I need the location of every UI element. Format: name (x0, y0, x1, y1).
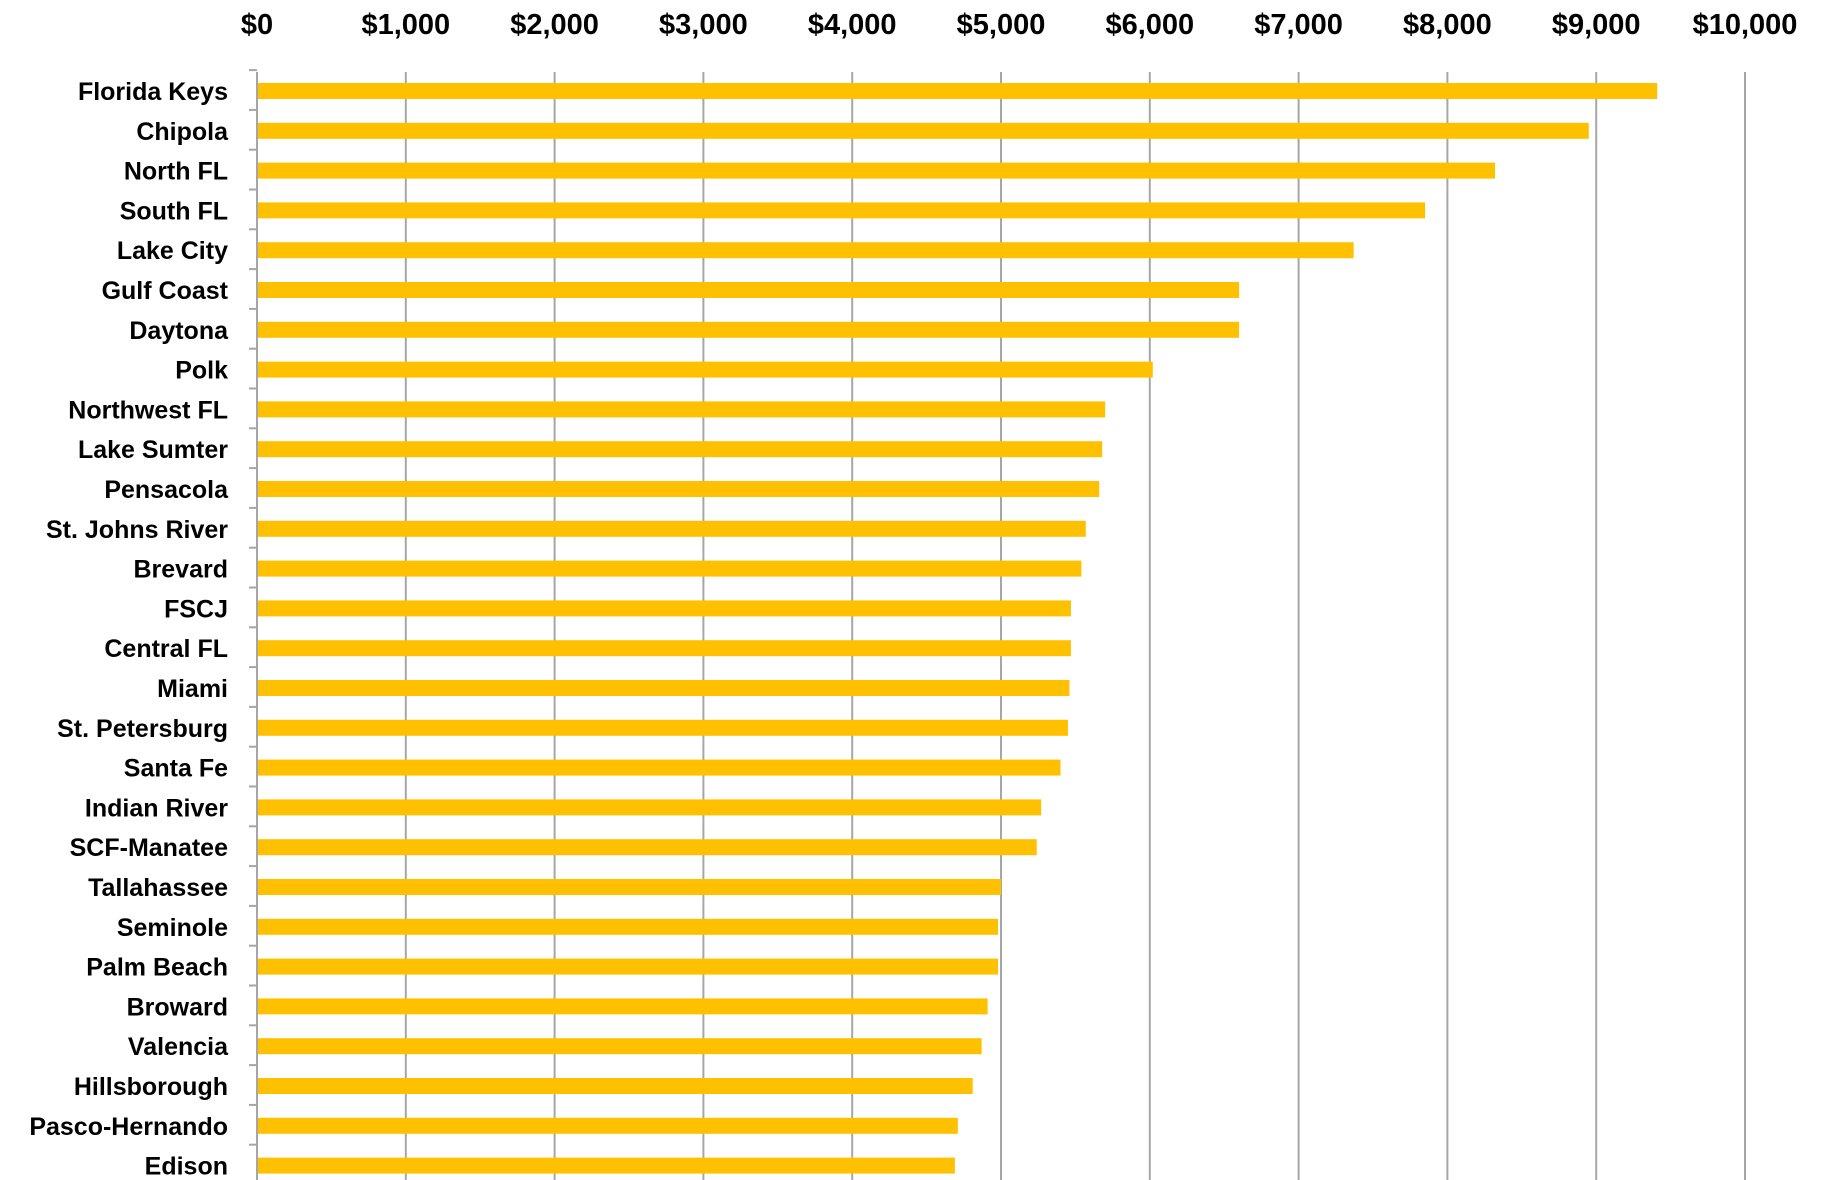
bar (258, 1038, 982, 1055)
category-label: SCF-Manatee (70, 834, 228, 862)
category-label: Santa Fe (124, 755, 228, 783)
x-tick-label: $7,000 (1254, 9, 1343, 41)
bar (258, 202, 1426, 219)
category-label: Central FL (104, 635, 228, 663)
category-label: St. Petersburg (57, 715, 228, 743)
bar (258, 83, 1658, 99)
x-tick-label: $5,000 (957, 9, 1046, 41)
category-label: Edison (145, 1153, 228, 1180)
bar (258, 361, 1153, 378)
category-label: Valencia (128, 1033, 229, 1061)
category-label: North FL (124, 158, 228, 186)
x-tick-labels: $0 $1,000 $2,000 $3,000 $4,000 $5,000 $6,000 $7… (241, 9, 1798, 41)
axes (249, 69, 258, 1180)
category-labels: Florida Keys Chipola North FL South FL Lake … (29, 78, 229, 1180)
bar (258, 122, 1589, 139)
x-tick-label: $0 (241, 9, 273, 41)
bar (258, 839, 1037, 856)
bar (258, 680, 1070, 696)
bar (258, 162, 1496, 179)
category-label: Northwest FL (68, 396, 228, 424)
category-label: Daytona (129, 317, 229, 345)
bar (258, 1157, 955, 1174)
bar (258, 799, 1042, 816)
bar (258, 1078, 973, 1094)
x-tick-label: $8,000 (1403, 9, 1492, 41)
bar (258, 560, 1082, 577)
category-label: Polk (175, 357, 228, 385)
bar (258, 520, 1086, 537)
bar (258, 321, 1240, 338)
category-label: Lake Sumter (78, 436, 228, 464)
category-label: South FL (120, 197, 228, 225)
x-tick-label: $4,000 (808, 9, 897, 41)
bar (258, 600, 1071, 617)
category-label: Brevard (134, 556, 229, 584)
x-tick-label: $2,000 (510, 9, 599, 41)
category-label: Indian River (85, 794, 228, 822)
x-tick-label: $3,000 (659, 9, 748, 41)
x-tick-label: $9,000 (1552, 9, 1641, 41)
bar (258, 640, 1071, 657)
x-tick-label: $1,000 (361, 9, 450, 41)
bar (258, 759, 1061, 776)
category-label: Lake City (117, 237, 228, 265)
bar (258, 918, 999, 935)
category-label: FSCJ (164, 595, 228, 623)
category-label: Palm Beach (86, 954, 228, 982)
category-label: Gulf Coast (102, 277, 229, 305)
x-tick-label: $6,000 (1105, 9, 1194, 41)
category-label: Seminole (117, 914, 228, 942)
category-label: Hillsborough (74, 1073, 228, 1101)
bar (258, 401, 1106, 418)
category-label: St. Johns River (46, 516, 228, 544)
category-label: Pensacola (104, 476, 229, 504)
bars (258, 83, 1658, 1174)
bar (258, 1117, 958, 1134)
bar (258, 719, 1068, 736)
category-label: Pasco-Hernando (29, 1113, 228, 1141)
category-label: Tallahassee (88, 874, 228, 902)
category-label: Florida Keys (78, 78, 228, 106)
bar (258, 998, 988, 1015)
x-tick-label: $10,000 (1693, 9, 1798, 41)
category-label: Broward (127, 993, 228, 1021)
category-label: Miami (157, 675, 228, 703)
bar (258, 958, 999, 975)
bar (258, 879, 1001, 895)
bar (258, 481, 1100, 497)
bar (258, 282, 1240, 298)
category-label: Chipola (136, 118, 229, 146)
bar (258, 242, 1354, 259)
bar (258, 441, 1103, 458)
